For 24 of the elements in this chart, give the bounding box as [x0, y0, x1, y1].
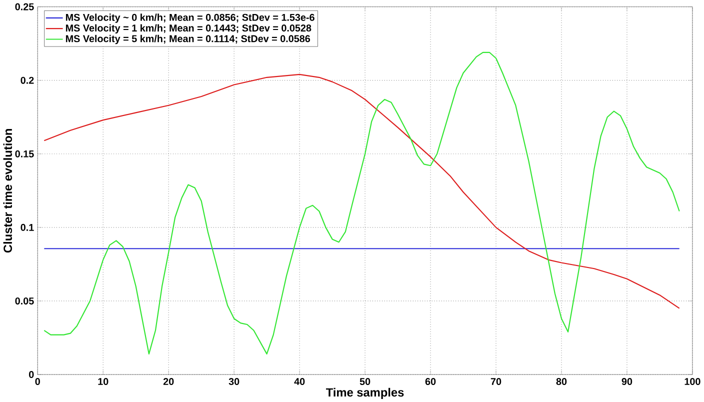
- y-tick-label: 0.15: [15, 150, 34, 158]
- y-tick-label: 0.1: [20, 224, 34, 231]
- x-tick-label: 60: [425, 378, 436, 385]
- x-tick-label: 30: [228, 378, 240, 385]
- x-tick-label: 80: [556, 378, 567, 385]
- y-axis-title: Cluster time evolution: [3, 128, 12, 252]
- x-tick-label: 40: [294, 378, 305, 385]
- x-tick-label: 10: [98, 378, 108, 385]
- y-tick-label: 0.25: [15, 3, 34, 10]
- y-tick-label: 0: [29, 370, 34, 378]
- line-series: [44, 52, 680, 354]
- x-tick-label: 90: [622, 378, 632, 385]
- x-tick-label: 100: [684, 378, 700, 385]
- x-tick-label: 50: [360, 378, 370, 385]
- legend-label: MS Velocity ~ 0 km/h; Mean = 0.0856; StDev = 1.53e-6: [66, 14, 314, 23]
- x-tick-label: 70: [490, 378, 502, 385]
- y-tick-label: 0.05: [15, 297, 34, 304]
- legend-label: MS Velocity = 5 km/h; Mean = 0.1114; StDev = 0.0586: [66, 34, 310, 44]
- x-axis-title: Time samples: [326, 388, 404, 399]
- y-tick-label: 0.2: [20, 76, 34, 84]
- x-tick-label: 0: [35, 378, 40, 385]
- legend-label: MS Velocity = 1 km/h; Mean = 0.1443; StDev = 0.0528: [66, 24, 312, 34]
- x-tick-label: 20: [163, 378, 174, 385]
- line-series: [44, 74, 680, 309]
